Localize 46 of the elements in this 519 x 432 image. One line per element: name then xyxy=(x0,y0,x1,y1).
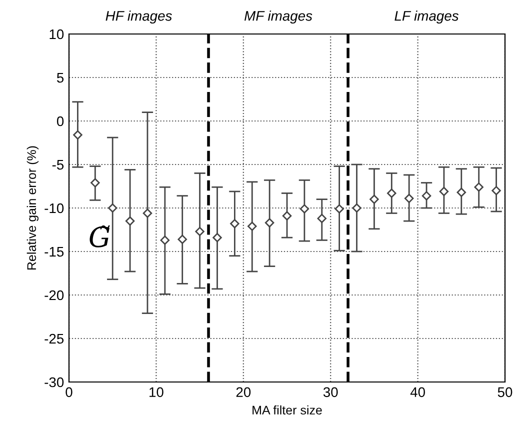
point xyxy=(334,204,344,214)
y-tick-label: 10 xyxy=(50,29,64,40)
y-tick-label: -25 xyxy=(44,334,64,344)
x-tick-label: 0 xyxy=(66,387,72,398)
y-tick-label: -30 xyxy=(44,377,64,388)
text: HF images xyxy=(106,10,172,24)
x-tick-label: 20 xyxy=(236,387,251,398)
point xyxy=(195,226,204,236)
point xyxy=(439,186,449,196)
text: LF images xyxy=(394,10,459,24)
x-tick-label: 30 xyxy=(323,387,338,398)
point xyxy=(178,234,187,244)
point xyxy=(492,186,501,196)
y-tick-label: -5 xyxy=(52,160,64,170)
point xyxy=(90,178,100,188)
point xyxy=(230,219,240,228)
point xyxy=(264,218,274,228)
point xyxy=(212,232,222,242)
x-tick-label: 10 xyxy=(150,387,164,398)
point xyxy=(300,204,310,214)
annotation: G̃ xyxy=(90,225,110,248)
point xyxy=(160,236,170,245)
point xyxy=(404,194,414,204)
point xyxy=(142,208,152,218)
y-tick-label: 0 xyxy=(56,116,64,126)
y-tick-label: -20 xyxy=(44,290,64,300)
point xyxy=(370,194,379,204)
x-tick-label: 40 xyxy=(410,387,425,398)
point xyxy=(352,203,362,213)
point xyxy=(456,188,466,197)
x-axis-title: MA filter size xyxy=(252,405,322,415)
x-tick-label: 50 xyxy=(498,387,512,398)
y-tick-label: 5 xyxy=(56,72,64,83)
text: MF images xyxy=(244,10,312,24)
y-tick-label: -15 xyxy=(44,246,64,257)
y-tick-label: -10 xyxy=(44,203,64,214)
point xyxy=(282,211,292,220)
point xyxy=(317,214,327,224)
point xyxy=(422,191,432,200)
point xyxy=(73,130,82,140)
point xyxy=(387,188,396,198)
point xyxy=(108,203,118,213)
y-axis-title: Relative gain error (%) xyxy=(26,146,39,270)
point xyxy=(474,182,484,192)
point xyxy=(247,222,257,231)
point xyxy=(125,216,135,226)
